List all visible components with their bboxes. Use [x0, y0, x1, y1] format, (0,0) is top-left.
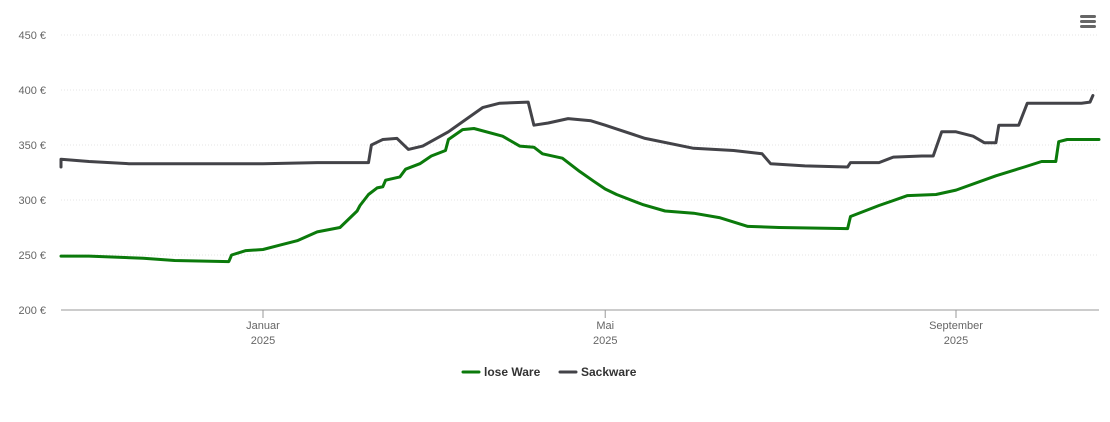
chart-menu-button[interactable] [1078, 12, 1098, 30]
y-tick-label: 450 € [18, 30, 46, 42]
x-tick-label-month: September [929, 320, 983, 332]
legend-item-sackware[interactable]: Sackware [558, 365, 637, 379]
x-tick-label-year: 2025 [251, 335, 275, 347]
y-tick-label: 200 € [18, 305, 46, 317]
legend: lose Ware Sackware [461, 365, 637, 379]
legend-item-lose-ware[interactable]: lose Ware [461, 365, 541, 379]
series-line-sackware [59, 94, 1095, 169]
x-tick-label-year: 2025 [593, 335, 617, 347]
y-tick-label: 300 € [18, 195, 46, 207]
grid-lines [61, 34, 1099, 256]
legend-label: Sackware [581, 365, 637, 379]
y-tick-label: 250 € [18, 250, 46, 262]
series-line-lose-ware [59, 127, 1101, 264]
y-axis: 200 € 250 € 300 € 350 € 400 € 450 € [18, 30, 46, 317]
x-tick-label-year: 2025 [944, 335, 968, 347]
x-tick-label-month: Mai [596, 320, 614, 332]
x-axis: Januar 2025 Mai 2025 September 2025 [246, 310, 983, 347]
legend-label: lose Ware [484, 365, 541, 379]
y-tick-label: 350 € [18, 140, 46, 152]
y-tick-label: 400 € [18, 85, 46, 97]
series-lines [59, 94, 1101, 264]
hamburger-menu-icon [1080, 15, 1096, 28]
x-tick-label-month: Januar [246, 320, 280, 332]
